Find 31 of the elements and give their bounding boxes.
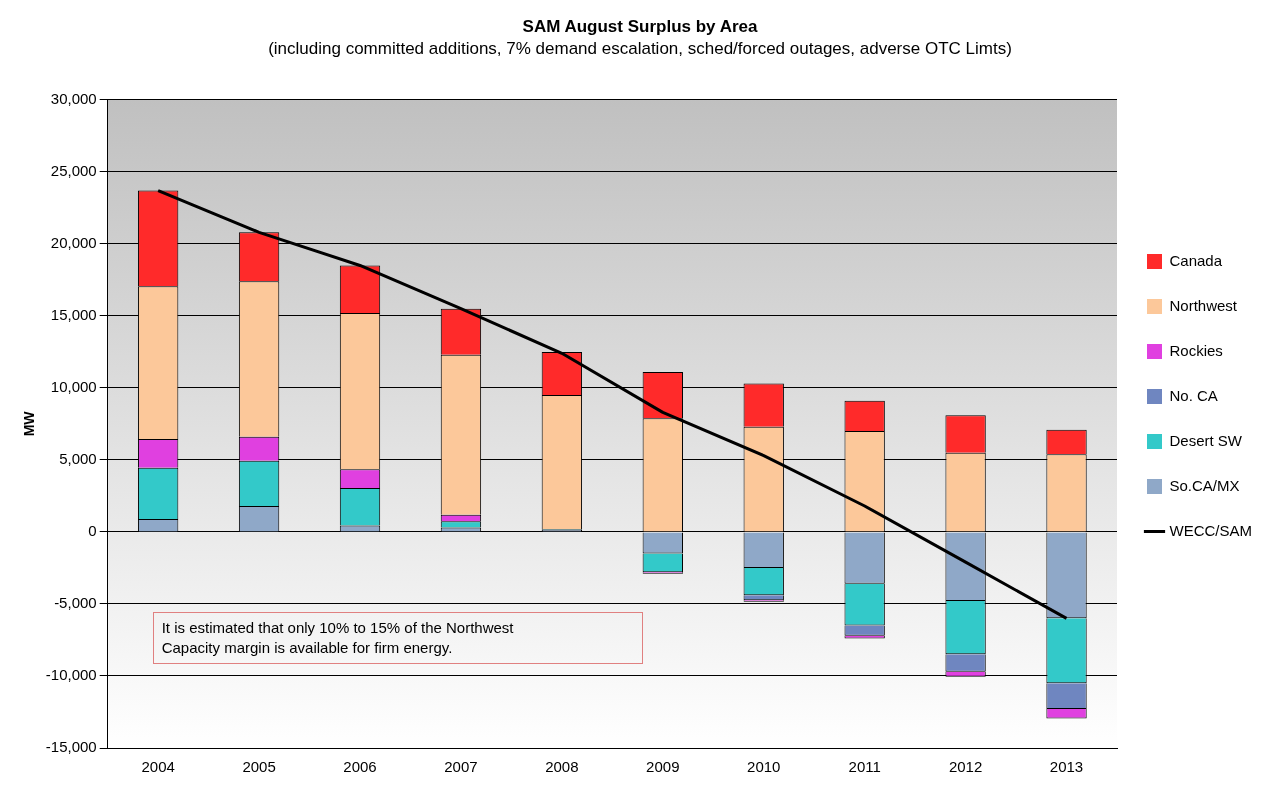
legend-label: So.CA/MX	[1169, 476, 1240, 494]
y-tick-label: -10,000	[45, 666, 97, 684]
y-tick-label: 30,000	[50, 89, 97, 107]
x-tick-label: 2013	[1049, 758, 1084, 776]
legend-label: Rockies	[1169, 341, 1223, 359]
y-tick-label: 25,000	[50, 161, 97, 179]
y-tick-label: 5,000	[59, 450, 97, 468]
x-tick-label: 2006	[343, 758, 377, 776]
legend-label: WECC/SAM	[1169, 521, 1252, 539]
x-tick-label: 2009	[646, 758, 680, 776]
y-tick-label: 0	[88, 522, 97, 540]
annotation: It is estimated that only 10% to 15% of the Northwest Capacity margin is available for firm energy.	[152, 611, 643, 664]
x-tick-label: 2008	[545, 758, 579, 776]
chart-subtitle: (including committed additions, 7% demand escalation, sched/forced outages, adverse OTC Limts)	[268, 39, 1012, 59]
x-tick-label: 2012	[948, 758, 983, 776]
y-tick-label: -15,000	[45, 738, 97, 756]
x-tick-label: 2011	[848, 758, 881, 776]
chart-title: SAM August Surplus by Area	[522, 16, 758, 36]
legend-label: Canada	[1169, 251, 1223, 269]
x-tick-label: 2004	[141, 758, 175, 776]
legend-label: Desert SW	[1169, 431, 1243, 449]
y-tick-label: 20,000	[50, 233, 97, 251]
y-axis-title: MW	[21, 410, 38, 437]
y-tick-label: 10,000	[50, 378, 97, 396]
x-tick-label: 2007	[444, 758, 478, 776]
legend-label: Northwest	[1169, 296, 1238, 314]
x-tick-label: 2010	[747, 758, 781, 776]
legend-label: No. CA	[1169, 386, 1218, 404]
y-tick-label: 15,000	[50, 306, 97, 324]
y-tick-label: -5,000	[54, 594, 97, 612]
x-tick-label: 2005	[242, 758, 276, 776]
